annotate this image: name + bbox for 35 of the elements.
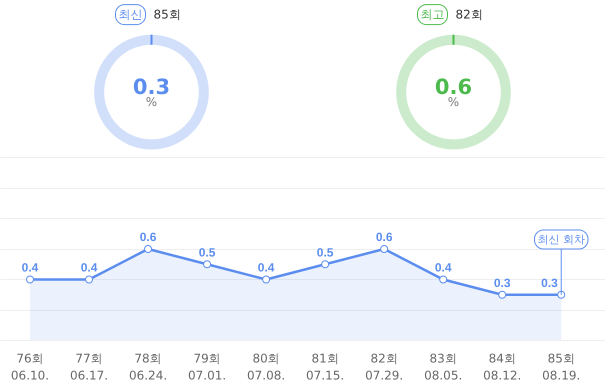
x-tick-label: 77회 06.17.: [70, 352, 108, 382]
text: 최고: [420, 8, 444, 22]
data-label: 0.6: [140, 230, 157, 244]
point: [203, 260, 212, 268]
x-tick-label: 84회 08.12.: [483, 352, 522, 382]
data-label: 0.5: [198, 245, 216, 260]
point: [144, 245, 152, 253]
x-tick-label: 80회 07.08.: [247, 352, 286, 382]
x-tick-label: 79회 07.01.: [188, 352, 226, 382]
data-label: 0.4: [80, 260, 98, 274]
point: [439, 276, 448, 284]
data-label: 0.6: [376, 230, 393, 244]
point: [26, 276, 34, 284]
x-tick-label: 82회 07.29.: [365, 352, 404, 382]
text: %: [448, 95, 460, 110]
point: [380, 245, 388, 253]
data-label: 0.4: [258, 260, 275, 274]
data-label: 0.5: [316, 245, 334, 260]
point: [498, 290, 506, 299]
data-label: 0.4: [434, 260, 452, 274]
annotation: 최신 회차: [537, 233, 585, 246]
data-label: 0.3: [494, 276, 511, 290]
x-tick-label: 83회 08.05.: [424, 352, 462, 382]
x-tick-label: 85회 08.19.: [542, 352, 580, 382]
x-tick-label: 78회 06.24.: [128, 352, 168, 382]
x-tick-label: 76회 06.10.: [10, 352, 50, 382]
point: [321, 260, 330, 268]
text: 최신: [118, 8, 142, 22]
data-label: 0.4: [22, 260, 39, 274]
data-label: 0.3: [541, 276, 558, 290]
text: 82회: [456, 8, 483, 22]
point: [262, 276, 270, 284]
x-tick-label: 81회 07.15.: [306, 352, 344, 382]
point: [85, 276, 94, 284]
text: 85회: [154, 8, 181, 22]
